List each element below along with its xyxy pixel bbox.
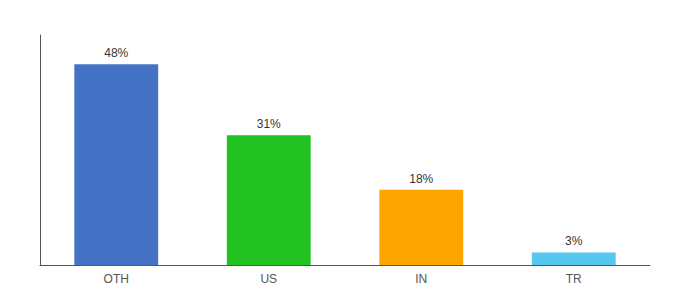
svg-text:US: US [260,272,277,286]
svg-text:48%: 48% [104,46,128,60]
svg-text:OTH: OTH [104,272,129,286]
svg-text:18%: 18% [409,172,433,186]
svg-text:IN: IN [415,272,427,286]
svg-text:31%: 31% [257,117,281,131]
svg-text:3%: 3% [565,234,583,248]
svg-text:TR: TR [566,272,582,286]
